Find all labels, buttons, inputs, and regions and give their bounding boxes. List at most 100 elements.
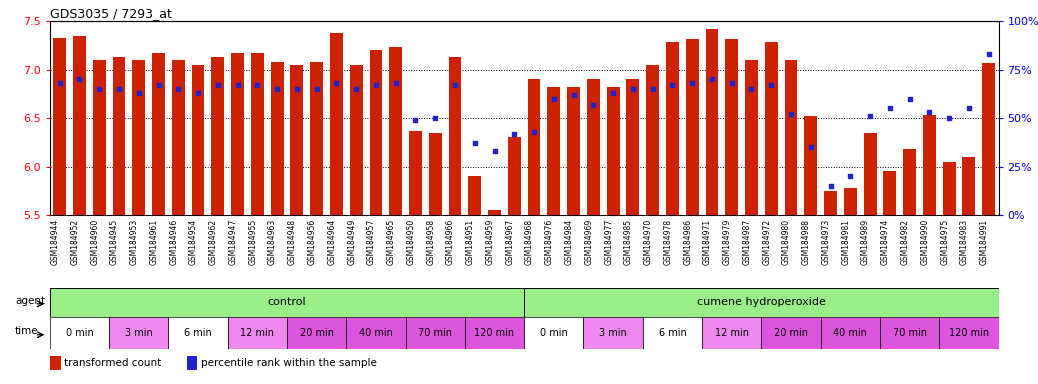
- Bar: [227, 317, 286, 349]
- Text: GSM184945: GSM184945: [110, 219, 119, 265]
- Text: cumene hydroperoxide: cumene hydroperoxide: [696, 297, 826, 308]
- Bar: [527, 79, 541, 215]
- Bar: [465, 317, 524, 349]
- Point: [210, 82, 226, 88]
- Text: GSM184948: GSM184948: [288, 219, 297, 265]
- Text: GSM184955: GSM184955: [248, 219, 257, 265]
- Point: [980, 51, 996, 57]
- Text: GSM184989: GSM184989: [862, 219, 870, 265]
- Point: [901, 96, 918, 102]
- Point: [328, 80, 345, 86]
- Point: [72, 76, 88, 83]
- Text: GSM184952: GSM184952: [71, 219, 80, 265]
- Text: GSM184986: GSM184986: [683, 219, 692, 265]
- Text: 120 min: 120 min: [474, 328, 515, 338]
- Text: GSM184950: GSM184950: [407, 219, 415, 265]
- Bar: [132, 60, 145, 215]
- Text: GSM184981: GSM184981: [842, 219, 850, 265]
- Bar: [73, 36, 86, 215]
- Bar: [53, 38, 66, 215]
- Bar: [51, 356, 60, 369]
- Text: GSM184974: GSM184974: [881, 219, 890, 265]
- Bar: [347, 317, 406, 349]
- Bar: [192, 65, 204, 215]
- Bar: [943, 162, 956, 215]
- Text: GSM184956: GSM184956: [307, 219, 317, 265]
- Text: GSM184976: GSM184976: [545, 219, 554, 265]
- Bar: [844, 188, 856, 215]
- Bar: [903, 149, 917, 215]
- Bar: [310, 62, 323, 215]
- Point: [486, 148, 502, 154]
- Text: time: time: [15, 326, 38, 336]
- Bar: [406, 317, 465, 349]
- Text: GSM184982: GSM184982: [901, 219, 909, 265]
- Text: GSM184958: GSM184958: [427, 219, 435, 265]
- Bar: [804, 116, 817, 215]
- Text: GSM184967: GSM184967: [506, 219, 514, 265]
- Bar: [172, 60, 185, 215]
- Point: [704, 76, 720, 83]
- Point: [387, 80, 404, 86]
- Bar: [821, 317, 880, 349]
- Text: GSM184973: GSM184973: [821, 219, 830, 265]
- Bar: [880, 317, 939, 349]
- Point: [190, 90, 207, 96]
- Text: GSM184990: GSM184990: [921, 219, 929, 265]
- Point: [407, 117, 424, 123]
- Point: [170, 86, 187, 92]
- Text: GSM184991: GSM184991: [980, 219, 988, 265]
- Text: transformed count: transformed count: [64, 358, 161, 368]
- Text: GSM184957: GSM184957: [367, 219, 376, 265]
- Text: percentile rank within the sample: percentile rank within the sample: [201, 358, 377, 368]
- Text: GSM184971: GSM184971: [703, 219, 712, 265]
- Bar: [109, 317, 168, 349]
- Point: [348, 86, 364, 92]
- Bar: [251, 53, 264, 215]
- Bar: [389, 47, 402, 215]
- Point: [308, 86, 325, 92]
- Bar: [824, 191, 837, 215]
- Bar: [761, 317, 821, 349]
- Bar: [187, 356, 197, 369]
- Bar: [567, 87, 580, 215]
- Point: [743, 86, 760, 92]
- Bar: [468, 176, 482, 215]
- Text: 0 min: 0 min: [540, 328, 568, 338]
- Text: GSM184954: GSM184954: [189, 219, 198, 265]
- Bar: [168, 317, 227, 349]
- Bar: [271, 62, 283, 215]
- Bar: [330, 33, 343, 215]
- Text: GSM184949: GSM184949: [347, 219, 356, 265]
- Text: GSM184969: GSM184969: [584, 219, 594, 265]
- Text: GSM184947: GSM184947: [228, 219, 238, 265]
- Bar: [508, 137, 521, 215]
- Bar: [962, 157, 976, 215]
- Bar: [606, 87, 620, 215]
- Text: 70 min: 70 min: [893, 328, 927, 338]
- Point: [566, 92, 582, 98]
- Point: [684, 80, 701, 86]
- Point: [91, 86, 108, 92]
- Bar: [429, 132, 442, 215]
- Text: GSM184962: GSM184962: [209, 219, 218, 265]
- Text: 12 min: 12 min: [715, 328, 748, 338]
- Text: GSM184987: GSM184987: [742, 219, 752, 265]
- Text: GDS3035 / 7293_at: GDS3035 / 7293_at: [50, 7, 171, 20]
- Bar: [864, 132, 876, 215]
- Point: [921, 109, 937, 115]
- Bar: [524, 288, 999, 317]
- Text: 70 min: 70 min: [418, 328, 453, 338]
- Bar: [982, 63, 995, 215]
- Text: GSM184966: GSM184966: [446, 219, 455, 265]
- Bar: [923, 115, 936, 215]
- Text: 40 min: 40 min: [359, 328, 393, 338]
- Point: [269, 86, 285, 92]
- Bar: [765, 43, 777, 215]
- Point: [664, 82, 681, 88]
- Text: GSM184963: GSM184963: [268, 219, 277, 265]
- Text: GSM184984: GSM184984: [565, 219, 574, 265]
- Point: [289, 86, 305, 92]
- Bar: [883, 171, 896, 215]
- Point: [822, 183, 839, 189]
